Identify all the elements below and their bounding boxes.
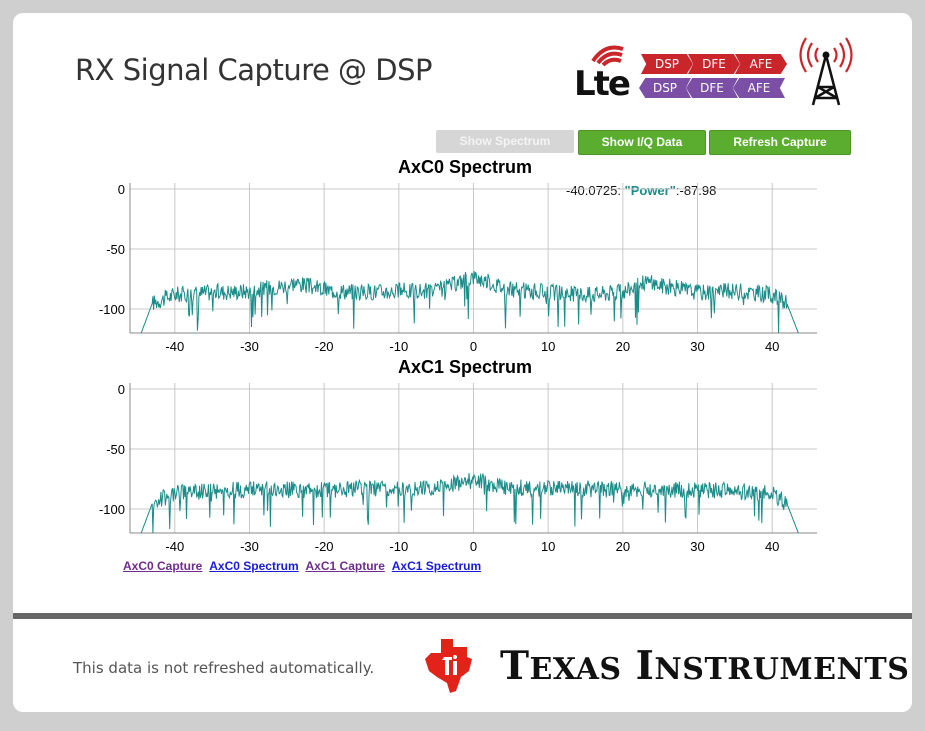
x-tick-label: 40 xyxy=(765,339,779,354)
y-tick-label: 0 xyxy=(118,382,125,397)
show-spectrum-button[interactable]: Show Spectrum xyxy=(436,130,574,153)
page-title: RX Signal Capture @ DSP xyxy=(75,53,433,87)
axc0-spectrum-link[interactable]: AxC0 Spectrum xyxy=(209,559,299,573)
chain-afe-top: AFE xyxy=(735,54,787,74)
footer-divider xyxy=(13,613,912,619)
ti-wordmark-t: T xyxy=(500,643,530,689)
ti-wordmark-i: I xyxy=(621,643,655,689)
capture-links: AxC0 Capture AxC0 Spectrum AxC1 Capture … xyxy=(123,559,485,573)
tooltip-x: -40.0725: xyxy=(566,183,625,198)
series-line-0 xyxy=(140,473,799,534)
lte-label: Lte xyxy=(574,64,631,104)
y-tick-label: 0 xyxy=(118,182,125,197)
chain-dsp-bottom: DSP xyxy=(639,78,691,98)
series-line-0 xyxy=(140,270,799,334)
ti-wordmark: TEXAS INSTRUMENTS xyxy=(500,643,909,689)
main-card: RX Signal Capture @ DSP Lte DSP DFE AFE … xyxy=(13,13,912,712)
tooltip-key: "Power" xyxy=(624,183,676,198)
axc0-spectrum-chart[interactable]: -40 -30 -20 -10 0 10 20 30 400-50-100 xyxy=(13,178,912,378)
y-tick-label: -100 xyxy=(99,502,125,517)
ti-wordmark-exas: EXAS xyxy=(529,652,622,687)
axc0-capture-link[interactable]: AxC0 Capture xyxy=(123,559,203,573)
chain-dfe-bottom: DFE xyxy=(686,78,738,98)
refresh-capture-button[interactable]: Refresh Capture xyxy=(709,130,851,155)
x-tick-label: 10 xyxy=(541,339,555,354)
x-tick-label: 0 xyxy=(470,339,477,354)
chain-afe-bottom: AFE xyxy=(733,78,785,98)
footer-note: This data is not refreshed automatically… xyxy=(73,659,375,677)
chain-dfe-top: DFE xyxy=(688,54,740,74)
show-iq-data-button[interactable]: Show I/Q Data xyxy=(578,130,706,155)
x-tick-label: -40 xyxy=(165,539,184,554)
x-tick-label: -40 xyxy=(165,339,184,354)
y-tick-label: -100 xyxy=(99,302,125,317)
x-tick-label: -30 xyxy=(240,339,259,354)
axc0-chart-title: AxC0 Spectrum xyxy=(398,157,533,177)
tooltip-value: :-87.98 xyxy=(675,183,717,198)
x-tick-label: 30 xyxy=(690,339,704,354)
x-tick-label: -10 xyxy=(389,539,408,554)
chart-tooltip: -40.0725: "Power":-87.98 xyxy=(566,183,716,198)
x-tick-label: 20 xyxy=(616,539,630,554)
y-tick-label: -50 xyxy=(106,242,125,257)
y-tick-label: -50 xyxy=(106,442,125,457)
axc1-spectrum-chart[interactable]: -40 -30 -20 -10 0 10 20 30 400-50-100 xyxy=(13,378,912,578)
radio-tower-icon xyxy=(799,37,853,106)
axc1-spectrum-link[interactable]: AxC1 Spectrum xyxy=(391,559,482,573)
lte-logo-icon: Lte xyxy=(571,41,643,104)
x-tick-label: 10 xyxy=(541,539,555,554)
x-tick-label: 40 xyxy=(765,539,779,554)
x-tick-label: 0 xyxy=(470,539,477,554)
axc1-capture-link[interactable]: AxC1 Capture xyxy=(305,559,385,573)
chain-dsp-top: DSP xyxy=(641,54,693,74)
x-tick-label: -10 xyxy=(389,339,408,354)
x-tick-label: -30 xyxy=(240,539,259,554)
x-tick-label: 20 xyxy=(616,339,630,354)
x-tick-label: -20 xyxy=(315,339,334,354)
x-tick-label: 30 xyxy=(690,539,704,554)
axc1-chart-title: AxC1 Spectrum xyxy=(398,357,533,377)
x-tick-label: -20 xyxy=(315,539,334,554)
ti-wordmark-nstruments: NSTRUMENTS xyxy=(654,652,910,687)
ti-logo-icon xyxy=(425,639,472,693)
